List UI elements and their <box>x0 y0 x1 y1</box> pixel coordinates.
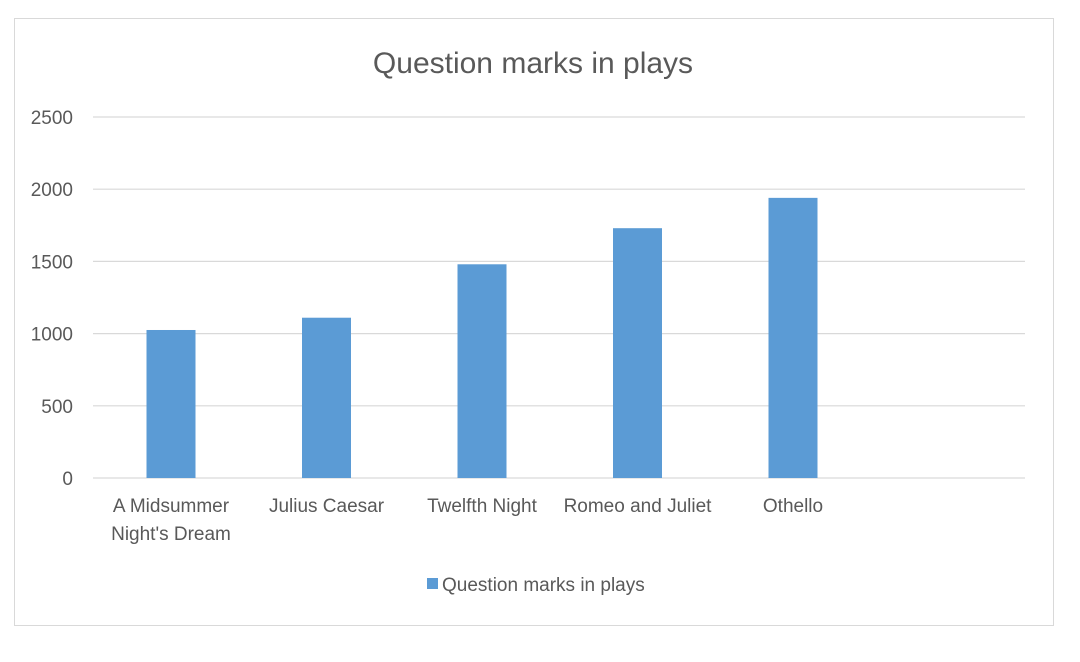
y-tick-label: 0 <box>62 469 73 490</box>
y-tick-label: 2500 <box>31 108 73 129</box>
bars <box>146 197 818 478</box>
bar <box>768 197 818 478</box>
y-tick-label: 1000 <box>31 325 73 346</box>
x-category-label: A Midsummer Night's Dream <box>111 496 231 545</box>
bar <box>613 228 662 478</box>
x-category-label: Othello <box>763 496 823 517</box>
bar <box>146 329 196 478</box>
chart-frame <box>14 18 1054 626</box>
y-tick-label: 500 <box>41 397 73 418</box>
gridlines <box>93 116 1025 479</box>
x-category-label: Julius Caesar <box>269 496 385 517</box>
y-tick-label: 2000 <box>31 180 73 201</box>
y-tick-label: 1500 <box>31 252 73 273</box>
bar <box>302 317 351 478</box>
y-axis-ticks: 0 500 1000 1500 2000 2500 <box>31 108 73 490</box>
x-axis-categories: A Midsummer Night's Dream Julius Caesar Twe… <box>111 496 823 545</box>
legend: Question marks in plays <box>427 575 645 596</box>
x-category-label: Romeo and Juliet <box>564 496 713 517</box>
legend-swatch <box>427 578 438 589</box>
legend-label: Question marks in plays <box>442 575 645 596</box>
bar <box>457 264 507 478</box>
x-category-label: Twelfth Night <box>427 496 538 517</box>
chart-title: Question marks in plays <box>373 47 693 80</box>
